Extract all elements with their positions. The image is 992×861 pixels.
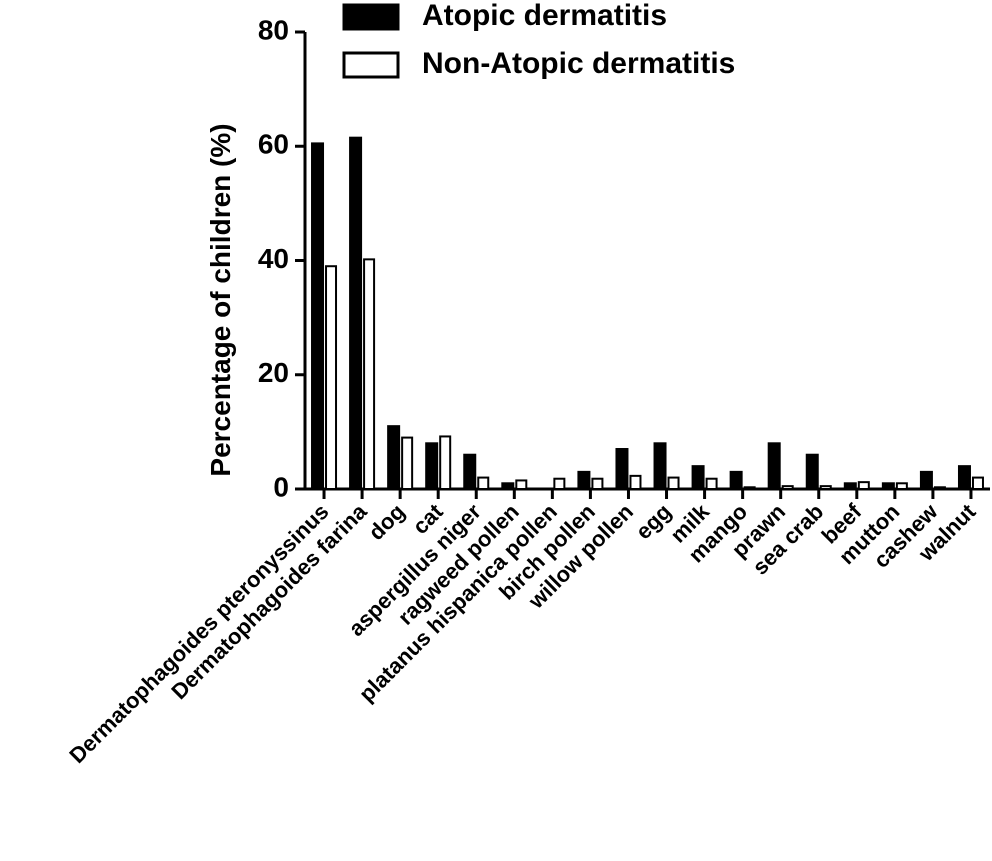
bar	[553, 477, 566, 490]
bar	[577, 470, 591, 490]
legend-swatch	[342, 51, 400, 79]
bar	[957, 465, 971, 490]
bar	[705, 477, 718, 490]
legend-label: Non-Atopic dermatitis	[422, 47, 735, 80]
y-tick-label: 60	[258, 129, 289, 160]
bar	[895, 482, 908, 491]
x-tick-label: Dermatophagoides pteronyssinus	[64, 499, 333, 768]
bar	[781, 485, 794, 490]
bar	[515, 479, 528, 490]
bar	[819, 485, 832, 490]
bar	[691, 465, 705, 490]
bar	[971, 476, 984, 491]
bar	[439, 435, 452, 491]
bar	[591, 477, 604, 490]
bar	[425, 442, 439, 490]
bar	[667, 476, 680, 491]
bar	[463, 453, 477, 491]
x-tick-label: Dermatophagoides farina	[166, 498, 372, 704]
x-tick-label: egg	[631, 499, 676, 544]
legend-label: Atopic dermatitis	[422, 0, 667, 32]
bar	[919, 470, 933, 490]
bar	[933, 486, 946, 491]
y-tick-label: 0	[273, 471, 289, 502]
bar	[363, 258, 376, 491]
bar	[857, 481, 870, 490]
bar	[653, 442, 667, 490]
bar	[629, 474, 642, 490]
bar	[615, 448, 629, 491]
bar	[325, 265, 338, 490]
bar	[387, 425, 401, 491]
bar	[805, 453, 819, 491]
y-tick-label: 80	[258, 14, 289, 45]
bar	[401, 436, 414, 490]
bar	[501, 482, 515, 491]
bar	[311, 142, 325, 491]
y-axis-title: Percentage of children (%)	[205, 123, 236, 476]
x-tick-label: dog	[363, 499, 409, 545]
bar	[729, 470, 743, 490]
bar	[477, 476, 490, 491]
y-tick-label: 40	[258, 243, 289, 274]
legend-swatch	[342, 3, 400, 31]
bar	[349, 136, 363, 490]
bar	[881, 482, 895, 491]
bar	[743, 486, 756, 491]
bar	[843, 482, 857, 491]
y-tick-label: 20	[258, 357, 289, 388]
bar	[767, 442, 781, 490]
